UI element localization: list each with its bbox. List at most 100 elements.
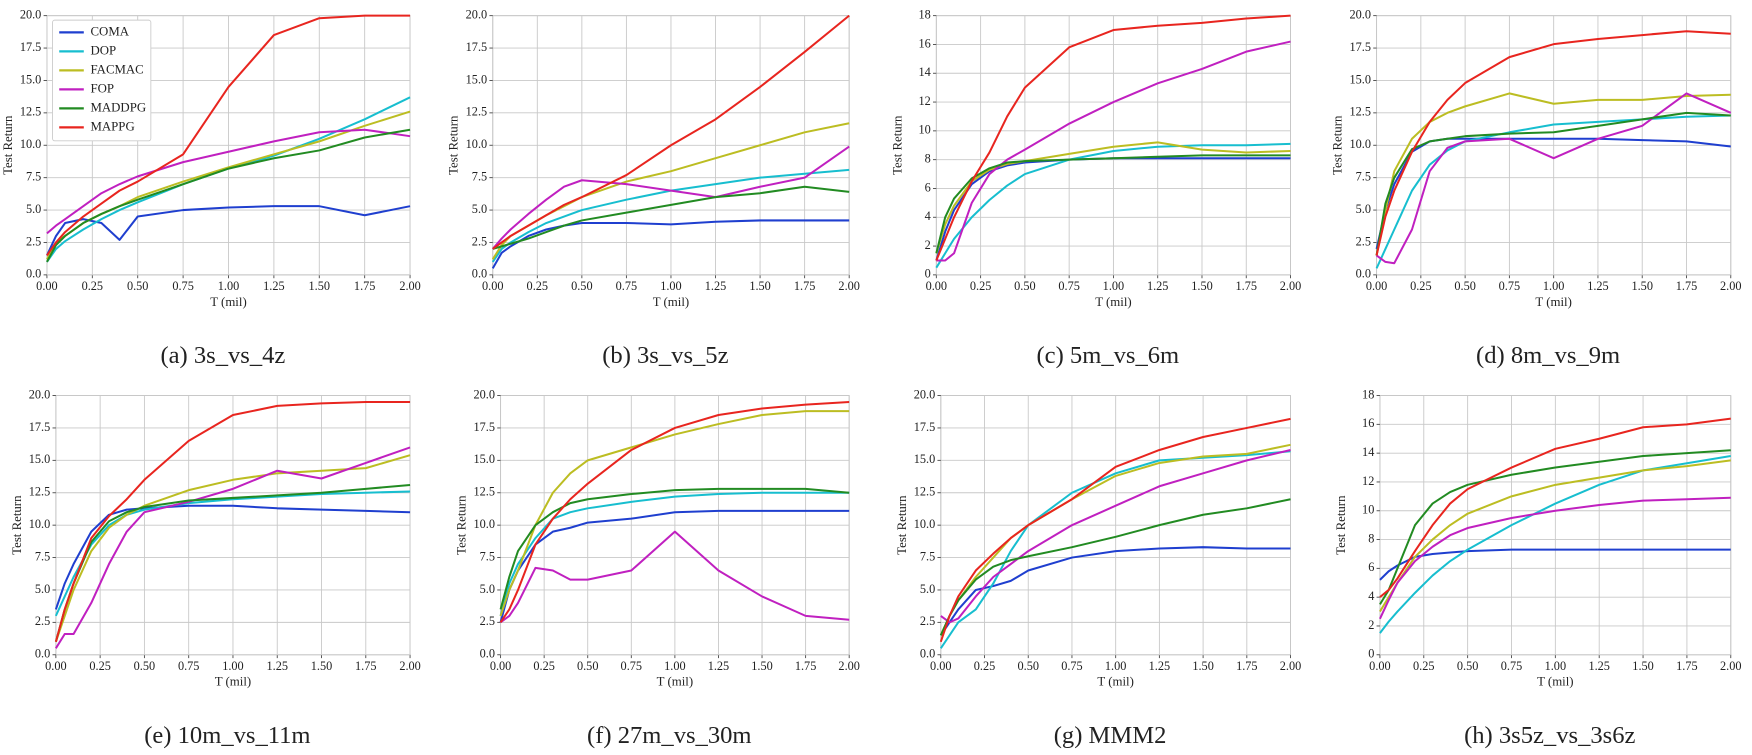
y-tick-label: 20.0 <box>473 387 494 401</box>
x-tick-label: 0.00 <box>1369 659 1391 673</box>
series-line <box>55 446 411 649</box>
y-tick-label: 0.0 <box>35 647 50 661</box>
y-tick-label: 7.5 <box>480 549 495 563</box>
series-line <box>935 14 1291 261</box>
y-tick-label: 5.0 <box>35 582 50 596</box>
series-line <box>491 219 850 269</box>
series-line <box>939 417 1291 643</box>
y-tick-label: 2.5 <box>35 614 50 628</box>
x-tick-label: 0.25 <box>970 279 992 293</box>
legend-label: FOP <box>91 81 115 95</box>
x-tick-label: 0.75 <box>172 279 194 293</box>
y-tick-label: 12 <box>1362 474 1374 488</box>
y-axis-label: Test Return <box>1331 115 1345 175</box>
series-line <box>46 96 411 263</box>
x-tick-label: 1.25 <box>1588 659 1610 673</box>
x-tick-label: 1.75 <box>1236 659 1258 673</box>
y-tick-label: 10.0 <box>473 517 494 531</box>
x-tick-label: 0.00 <box>45 659 67 673</box>
y-tick-label: 2.5 <box>1356 234 1371 248</box>
y-tick-label: 12.5 <box>473 485 494 499</box>
x-axis-label: T (mil) <box>657 675 693 689</box>
y-tick-label: 15.0 <box>1349 72 1371 86</box>
y-tick-label: 4 <box>925 209 931 223</box>
y-tick-label: 5.0 <box>1356 202 1371 216</box>
y-tick-label: 2.5 <box>920 614 935 628</box>
y-axis-label: Test Return <box>10 495 24 555</box>
chart: 0.00 0.25 0.50 0.75 1.00 1.25 1.50 1.75 2.00 0.0 2… <box>447 7 860 369</box>
x-tick-label: 1.00 <box>1105 659 1127 673</box>
x-tick-label: 0.25 <box>533 659 555 673</box>
x-tick-label: 0.75 <box>1499 279 1521 293</box>
series-line <box>499 487 850 610</box>
x-tick-label: 1.75 <box>1676 659 1698 673</box>
y-tick-label: 15.0 <box>29 452 51 466</box>
y-tick-label: 12 <box>918 94 930 108</box>
x-tick-label: 0.00 <box>482 279 504 293</box>
x-tick-label: 1.75 <box>1676 279 1698 293</box>
y-tick-label: 4 <box>1368 589 1374 603</box>
x-axis-label: T (mil) <box>1097 675 1133 689</box>
y-tick-label: 8 <box>925 151 931 165</box>
x-tick-label: 0.50 <box>1017 659 1038 673</box>
x-tick-label: 2.00 <box>838 659 860 673</box>
x-tick-label: 0.25 <box>82 279 104 293</box>
y-tick-label: 16 <box>918 36 930 50</box>
series-line <box>54 454 411 643</box>
x-tick-label: 2.00 <box>838 279 860 293</box>
y-tick-label: 0.0 <box>1356 267 1371 281</box>
y-tick-label: 20.0 <box>466 7 488 21</box>
x-tick-label: 0.00 <box>930 659 952 673</box>
y-tick-label: 0.0 <box>920 647 935 661</box>
y-tick-label: 5.0 <box>480 582 495 596</box>
x-tick-label: 0.50 <box>1014 279 1035 293</box>
series-line <box>939 498 1291 636</box>
y-axis-label: Test Return <box>447 115 461 175</box>
series-line <box>936 40 1291 262</box>
y-tick-label: 10.0 <box>914 517 935 531</box>
caption: (c) 5m_vs_6m <box>1037 342 1180 369</box>
y-tick-label: 12.5 <box>20 105 42 119</box>
y-tick-label: 16 <box>1362 416 1374 430</box>
y-tick-label: 7.5 <box>35 549 50 563</box>
y-axis-label: Test Return <box>455 495 469 555</box>
x-tick-label: 1.25 <box>1587 279 1609 293</box>
y-tick-label: 7.5 <box>26 169 41 183</box>
x-tick-label: 1.25 <box>266 659 288 673</box>
chart: 0.00 0.25 0.50 0.75 1.00 1.25 1.50 1.75 2.00 0 2 4 6… <box>890 7 1301 369</box>
y-tick-label: 12.5 <box>1349 105 1371 119</box>
series-line <box>935 157 1291 261</box>
x-tick-label: 2.00 <box>1720 279 1742 293</box>
series-line <box>1375 92 1731 256</box>
chart: 0.00 0.25 0.50 0.75 1.00 1.25 1.50 1.75 2.00 0.0 2… <box>455 387 860 749</box>
y-tick-label: 2 <box>925 238 931 252</box>
y-tick-label: 18 <box>1362 387 1374 401</box>
x-tick-label: 0.75 <box>621 659 643 673</box>
chart: 0.00 0.25 0.50 0.75 1.00 1.25 1.50 1.75 2.00 0.0 2… <box>1 7 421 369</box>
x-tick-label: 1.25 <box>708 659 730 673</box>
y-tick-label: 10.0 <box>29 517 51 531</box>
y-tick-label: 10 <box>1362 503 1374 517</box>
x-tick-label: 1.25 <box>1147 279 1169 293</box>
series-line <box>1379 449 1731 605</box>
y-tick-label: 10 <box>918 123 930 137</box>
x-tick-label: 1.50 <box>309 279 331 293</box>
y-axis-label: Test Return <box>895 495 909 555</box>
y-tick-label: 2.5 <box>472 234 487 248</box>
x-tick-label: 0.50 <box>1454 279 1476 293</box>
y-tick-label: 5.0 <box>26 202 41 216</box>
x-tick-label: 1.00 <box>1103 279 1125 293</box>
y-tick-label: 20.0 <box>1349 7 1371 21</box>
y-tick-label: 5.0 <box>920 582 935 596</box>
series-line <box>46 128 411 263</box>
x-tick-label: 0.50 <box>134 659 156 673</box>
x-tick-label: 2.00 <box>1720 659 1742 673</box>
caption: (h) 3s5z_vs_3s6z <box>1464 722 1635 749</box>
x-axis-label: T (mil) <box>1537 675 1573 689</box>
x-tick-label: 1.25 <box>1149 659 1171 673</box>
caption: (e) 10m_vs_11m <box>144 722 310 749</box>
x-tick-label: 2.00 <box>399 279 421 293</box>
x-tick-label: 0.00 <box>36 279 58 293</box>
caption: (f) 27m_vs_30m <box>587 722 752 749</box>
